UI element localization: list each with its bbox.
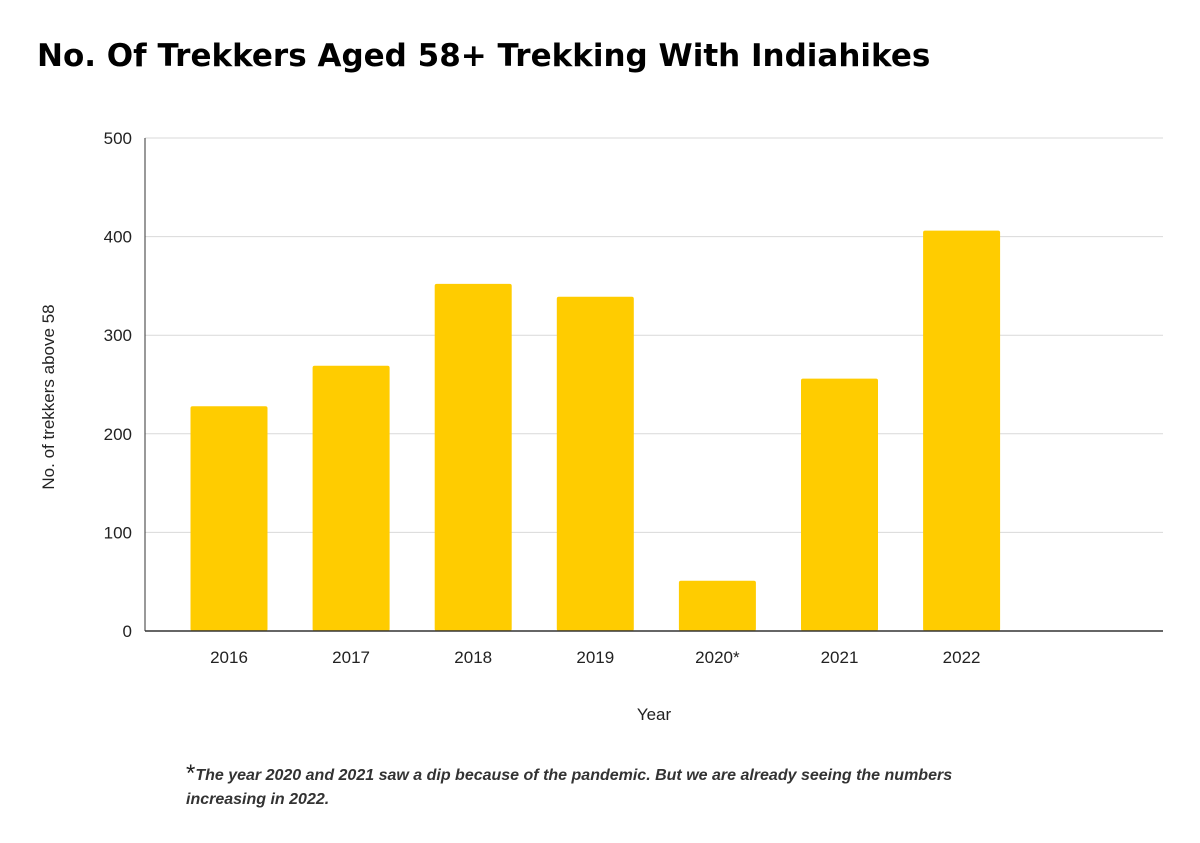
x-tick-label: 2019	[576, 648, 614, 667]
x-axis	[144, 138, 1163, 632]
bar	[190, 406, 268, 631]
bar	[801, 378, 878, 631]
bar	[678, 580, 756, 631]
chart-title: No. Of Trekkers Aged 58+ Trekking With I…	[37, 38, 931, 74]
bar	[312, 365, 390, 631]
x-axis-ticks: 2016 2017 2018 2019 2020* 2021 2022	[210, 648, 980, 667]
y-tick-label: 100	[104, 523, 132, 542]
x-tick-label: 2016	[210, 648, 248, 667]
bar	[923, 230, 1001, 631]
x-tick-label: 2021	[821, 648, 859, 667]
x-tick-label: 2018	[454, 648, 492, 667]
gridlines	[145, 137, 1163, 533]
footnote: *The year 2020 and 2021 saw a dip becaus…	[186, 762, 1006, 812]
y-axis-title: No. of trekkers above 58	[39, 304, 58, 489]
x-tick-label: 2017	[332, 648, 370, 667]
x-axis-title: Year	[637, 705, 672, 724]
y-tick-label: 500	[104, 129, 132, 148]
footnote-marker: *	[186, 760, 196, 787]
bars	[190, 230, 1001, 631]
bar	[434, 283, 512, 631]
y-tick-label: 200	[104, 425, 132, 444]
y-tick-label: 300	[104, 326, 132, 345]
y-tick-label: 400	[104, 228, 132, 247]
y-axis-ticks: 0 100 200 300 400 500	[104, 129, 132, 641]
x-tick-label: 2022	[943, 648, 981, 667]
footnote-text: The year 2020 and 2021 saw a dip because…	[186, 767, 953, 808]
bar	[556, 296, 634, 631]
x-tick-label: 2020*	[695, 648, 740, 667]
y-tick-label: 0	[123, 622, 132, 641]
